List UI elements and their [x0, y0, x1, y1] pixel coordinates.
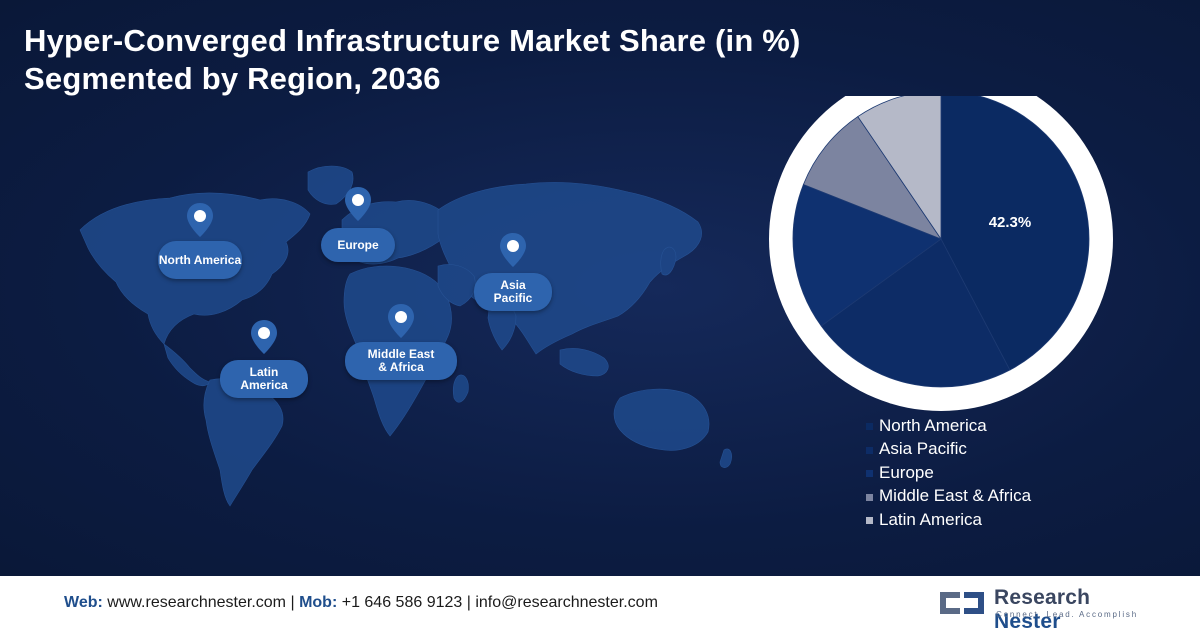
continent-australia — [613, 388, 710, 451]
email-link[interactable]: info@researchnester.com — [475, 594, 658, 611]
pie-labels: 42.3% — [989, 214, 1032, 231]
legend-swatch — [866, 446, 873, 454]
legend-item: Latin America — [866, 508, 1031, 532]
continent-indonesia — [559, 348, 609, 377]
legend-label: Asia Pacific — [879, 439, 967, 459]
location-pin-icon — [388, 304, 414, 338]
pie-slice-europe — [792, 183, 942, 327]
separator: | — [290, 594, 295, 611]
footer: Web: www.researchnester.com | Mob: +1 64… — [0, 576, 1200, 628]
logo-name: Research Nester — [994, 586, 1156, 628]
logo-name-part-1: Research — [994, 586, 1091, 609]
map-label-europe: Europe — [321, 228, 395, 262]
chart-title: Hyper-Converged Infrastructure Market Sh… — [24, 22, 801, 98]
mobile-label: Mob: — [299, 594, 338, 611]
location-pin-icon — [500, 233, 526, 267]
continent-central-america — [163, 343, 211, 387]
pie-slice-north-america — [940, 96, 1090, 371]
legend-label: North America — [879, 415, 987, 435]
continent-new-zealand — [719, 448, 732, 468]
legend-item: North America — [866, 414, 1031, 438]
map-label-latin-america: Latin America — [220, 360, 308, 398]
legend-item: Middle East & Africa — [866, 485, 1031, 509]
separator: | — [466, 594, 471, 611]
legend-label: Middle East & Africa — [879, 486, 1032, 506]
pie-slices — [792, 96, 1090, 388]
map-label-asia-pacific: Asia Pacific — [474, 273, 552, 311]
legend-label: Latin America — [879, 509, 982, 529]
location-pin-icon — [345, 187, 371, 221]
chart-legend: North America Asia Pacific Europe Middle Ea… — [866, 414, 1031, 532]
pie-slice-middle-east-africa — [802, 116, 943, 240]
web-label: Web: — [64, 594, 103, 611]
location-pin-icon — [187, 203, 213, 237]
map-label-middle-east-africa: Middle East & Africa — [345, 342, 457, 380]
legend-item: Asia Pacific — [866, 438, 1031, 462]
phone-number[interactable]: +1 646 586 9123 — [341, 594, 463, 611]
logo-mark-icon — [940, 592, 984, 614]
pie-slice-latin-america — [857, 96, 942, 241]
logo-name-part-2: Nester — [994, 610, 1061, 628]
research-nester-logo: Research Nester Connect. Lead. Accomplis… — [936, 584, 1156, 628]
legend-swatch — [866, 493, 873, 501]
pie-chart: 42.3% — [769, 96, 1113, 411]
legend-swatch — [866, 423, 873, 431]
map-label-north-america: North America — [158, 241, 242, 279]
location-pin-icon — [251, 320, 277, 354]
continent-madagascar — [452, 374, 469, 403]
contact-info: Web: www.researchnester.com | Mob: +1 64… — [64, 594, 658, 612]
logo-tagline: Connect. Lead. Accomplish — [996, 610, 1138, 619]
continent-japan — [660, 246, 677, 276]
legend-swatch — [866, 470, 873, 478]
pie-slice-asia-pacific — [820, 238, 1011, 388]
legend-swatch — [866, 517, 873, 525]
continent-arabia — [437, 264, 476, 307]
title-line-2: Segmented by Region, 2036 — [24, 61, 441, 96]
legend-item: Europe — [866, 461, 1031, 485]
data-label: 42.3% — [989, 214, 1032, 231]
legend-label: Europe — [879, 462, 934, 482]
website-link[interactable]: www.researchnester.com — [107, 594, 286, 611]
title-line-1: Hyper-Converged Infrastructure Market Sh… — [24, 23, 801, 58]
